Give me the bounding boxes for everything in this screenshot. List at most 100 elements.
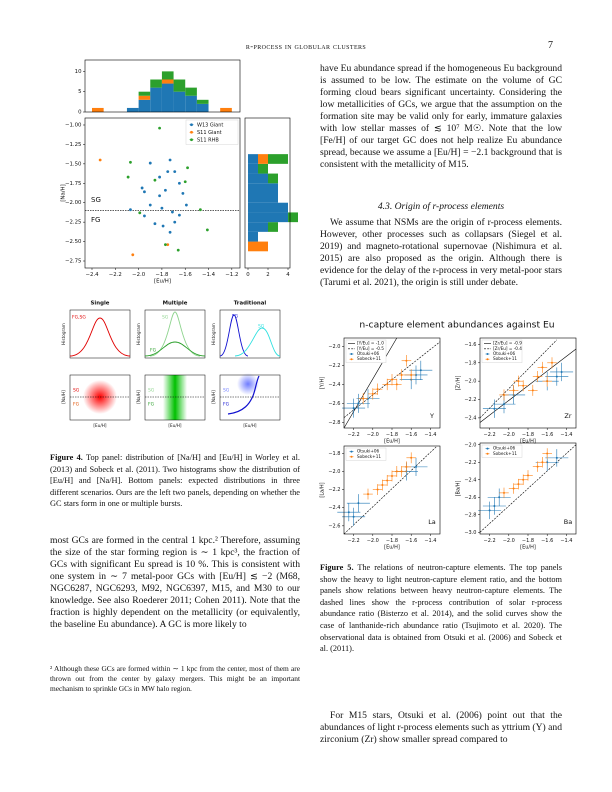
- data-point: [367, 493, 369, 496]
- x-tick-label: −2.2: [484, 538, 496, 544]
- data-point: [176, 248, 180, 252]
- legend-swatch: [190, 130, 193, 134]
- data-point: [158, 194, 161, 198]
- legend-swatch: [486, 452, 489, 455]
- y-tick-label: −2.4: [464, 477, 476, 483]
- distribution-blob: [237, 373, 259, 395]
- figure-title: n-capture element abundances against Eu: [359, 320, 554, 331]
- y-tick-label: −1.50: [65, 161, 82, 167]
- x-tick-label: −2.2: [348, 538, 360, 544]
- model-line: [343, 337, 398, 429]
- y-tick-label: 0: [78, 110, 82, 116]
- data-point: [158, 126, 161, 130]
- y-tick-label: −2.50: [65, 239, 82, 245]
- data-point: [493, 505, 496, 507]
- histogram-bar: [161, 79, 174, 84]
- panel-frame: [219, 309, 281, 359]
- x-tick-label: −2.2: [109, 272, 122, 278]
- y-axis-label: [Y/H]: [320, 377, 326, 389]
- histogram-bar: [288, 212, 298, 223]
- histogram-bar: [248, 154, 258, 164]
- data-point: [546, 380, 549, 383]
- panel-title: Multiple: [163, 301, 188, 307]
- y-tick-label: −2.75: [65, 259, 82, 265]
- data-point: [498, 496, 501, 499]
- data-point: [177, 213, 181, 217]
- legend-swatch: [190, 138, 193, 142]
- data-point: [129, 160, 132, 164]
- histogram-bar: [248, 222, 268, 232]
- panel-label: Zr: [564, 412, 571, 420]
- x-tick-label: −2.2: [348, 432, 360, 438]
- legend-label: Otsuki+06: [357, 449, 380, 454]
- legend-label: Otsuki+06: [493, 446, 516, 451]
- y-tick-label: −1.00: [65, 122, 82, 128]
- data-point: [352, 407, 355, 410]
- data-point: [357, 502, 360, 505]
- panel-label: Y: [429, 412, 434, 420]
- axes-frame: [244, 117, 291, 269]
- legend-swatch: [350, 455, 353, 458]
- data-point: [184, 203, 188, 207]
- data-point: [493, 407, 496, 410]
- data-point: [522, 384, 525, 387]
- histogram-bar: [268, 222, 278, 232]
- curve: [219, 314, 249, 357]
- data-point: [198, 208, 202, 212]
- x-axis-label: [Eu/H]: [520, 545, 536, 551]
- data-point: [164, 243, 167, 247]
- data-point: [352, 515, 355, 518]
- data-point: [376, 388, 379, 391]
- panel-title: Single: [91, 301, 110, 307]
- legend-label: W13 Giant: [197, 122, 223, 128]
- histogram-bar: [248, 212, 288, 223]
- legend-label: S11 Giant: [197, 130, 222, 136]
- y-tick-label: −2.2: [328, 363, 340, 369]
- legend-box: [345, 447, 387, 461]
- data-point: [517, 483, 520, 486]
- x-tick-label: −2.2: [484, 432, 496, 438]
- data-point: [527, 474, 529, 477]
- x-axis-label: [Eu/H]: [154, 279, 171, 285]
- paragraph: most GCs are formed in the central 1 kpc…: [50, 535, 300, 630]
- y-tick-label: −2.0: [464, 379, 476, 385]
- axes-frame: [84, 59, 241, 113]
- x-tick-label: −1.6: [405, 432, 417, 438]
- data-point: [503, 403, 505, 406]
- histogram-bar: [248, 183, 278, 193]
- paragraph: For M15 stars, Otsuki et al. (2006) poin…: [320, 710, 562, 745]
- data-point: [531, 389, 534, 392]
- data-point: [517, 380, 520, 383]
- data-point: [405, 465, 408, 468]
- legend-label: Sobeck+11: [357, 454, 381, 459]
- data-point: [171, 210, 174, 214]
- data-point: [166, 170, 170, 174]
- paragraph: have Eu abundance spread if the homogene…: [320, 63, 562, 170]
- histogram-bar: [258, 154, 268, 164]
- x-axis-label: [Eu/H]: [384, 545, 400, 551]
- group-label: FG: [223, 402, 230, 408]
- legend-box: [481, 339, 523, 363]
- legend-label: [Y/Eu] = -0.5: [357, 346, 384, 351]
- legend-box: [185, 119, 239, 145]
- y-tick-label: −1.8: [328, 451, 340, 457]
- data-point: [555, 375, 558, 378]
- y-tick-label: −3.0: [464, 530, 476, 536]
- figure-caption: Figure 5. The relations of neutron-captu…: [320, 562, 562, 655]
- histogram-bar: [268, 154, 288, 164]
- x-tick-label: 4: [286, 272, 290, 278]
- y-tick-label: −1.75: [65, 181, 82, 187]
- distribution-curve: [227, 375, 260, 415]
- axes-frame: [84, 117, 241, 269]
- panel-frame: [69, 374, 131, 421]
- x-tick-label: −1.4: [424, 432, 436, 438]
- curve: [234, 327, 281, 357]
- data-point: [138, 211, 142, 215]
- panel-label: Ba: [564, 518, 572, 526]
- data-point: [357, 402, 360, 405]
- group-label: SG: [223, 388, 230, 394]
- panel-frame: [144, 309, 206, 359]
- y-tick-label: −2.00: [65, 200, 82, 206]
